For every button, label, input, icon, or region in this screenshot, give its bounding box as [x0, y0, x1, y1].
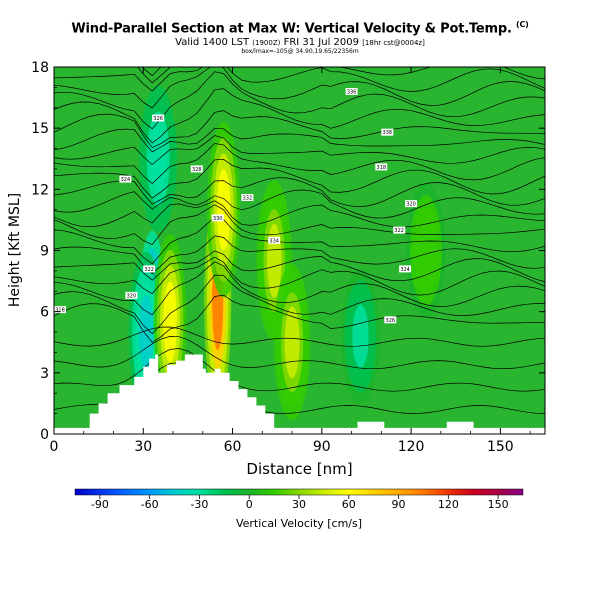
isentrope-low-2 [54, 336, 545, 370]
x-axis: 0 30 60 90 120 150 [50, 67, 531, 455]
contour-label-5: 328 [190, 165, 203, 173]
isentrope-low-3 [54, 326, 545, 347]
isentrope-line-13 [54, 135, 545, 166]
x-tick-label-0: 0 [50, 439, 59, 455]
svg-text:320: 320 [406, 202, 416, 208]
isentrope-contours [54, 67, 545, 414]
velocity-feature-2-layer-3 [150, 125, 166, 193]
x-axis-label: Distance [nm] [246, 460, 353, 478]
contour-label-2: 322 [143, 265, 156, 273]
colorbar: -90 -60 -30 0 30 60 90 120 150 [74, 488, 524, 511]
isentrope-line-8 [54, 200, 545, 228]
svg-text:326: 326 [386, 318, 396, 324]
isentrope-line-11 [54, 158, 545, 199]
isentrope-line-4 [54, 250, 545, 282]
contour-label-13: 322 [393, 226, 406, 234]
isentrope-line-9 [54, 189, 545, 219]
isentrope-line-1 [54, 274, 545, 335]
isentrope-line-14 [54, 127, 545, 153]
contour-label-1: 320 [125, 291, 138, 299]
x-tick-label-3: 90 [313, 439, 331, 455]
colorbar-tick-label-1: -60 [141, 498, 159, 511]
contour-label-0: 318 [54, 306, 66, 314]
isentrope-line-7 [54, 204, 545, 246]
x-tick-label-5: 150 [487, 439, 514, 455]
y-axis-label: Height [Kft MSL] [7, 193, 23, 307]
x-tick-label-2: 60 [224, 439, 242, 455]
contour-label-8: 334 [268, 236, 281, 244]
contour-label-3: 324 [119, 175, 132, 183]
velocity-feature-8-layer-3 [284, 306, 300, 379]
isentrope-line-18 [54, 67, 545, 109]
chart-meta-line: box/lmax=-105@ 34.90,19.65/22356m [241, 48, 359, 55]
svg-text:326: 326 [153, 116, 163, 122]
y-tick-label-0: 0 [40, 427, 49, 443]
svg-text:334: 334 [269, 238, 279, 244]
y-tick-label-1: 3 [40, 366, 49, 382]
svg-text:338: 338 [383, 130, 393, 136]
colorbar-strip [74, 488, 524, 496]
contour-label-10: 338 [381, 128, 394, 136]
svg-text:336: 336 [347, 90, 357, 96]
contour-label-4: 326 [152, 114, 165, 122]
contour-label-15: 326 [384, 316, 397, 324]
svg-text:318: 318 [377, 165, 387, 171]
y-axis: 0 3 6 9 12 15 18 [31, 60, 545, 443]
y-tick-label-4: 12 [31, 182, 49, 198]
colorbar-tick-label-7: 120 [438, 498, 459, 511]
velocity-feature-9-layer-3 [352, 304, 369, 368]
contour-label-12: 320 [405, 200, 418, 208]
svg-text:324: 324 [121, 177, 131, 183]
contour-label-7: 332 [241, 194, 254, 202]
contour-labels: 318 320 322 324 326 328 330 332 334 336 338 318 320 3… [54, 88, 418, 324]
isentrope-low-1 [54, 348, 545, 392]
chart-subtitle: Valid 1400 LST (1900Z) FRI 31 Jul 2009 [… [175, 37, 425, 48]
svg-text:322: 322 [394, 228, 404, 234]
isentrope-line-15 [54, 110, 545, 149]
colorbar-tick-label-8: 150 [488, 498, 509, 511]
contour-label-11: 318 [375, 163, 388, 171]
colorbar-tick-label-6: 90 [392, 498, 406, 511]
colorbar-tick-label-3: 0 [246, 498, 253, 511]
colorbar-tick-label-2: -30 [190, 498, 208, 511]
colorbar-tick-label-4: 30 [292, 498, 306, 511]
isentrope-line-12 [54, 143, 545, 184]
colorbar-tick-label-5: 60 [342, 498, 356, 511]
colorbar-tick-label-0: -90 [91, 498, 109, 511]
plot-area: 318 320 322 324 326 328 330 332 334 336 338 318 320 3… [54, 67, 545, 434]
y-tick-label-5: 15 [31, 121, 49, 137]
x-tick-label-4: 120 [398, 439, 425, 455]
svg-text:330: 330 [213, 216, 223, 222]
colorbar-ticks: -90 -60 -30 0 30 60 90 120 150 [91, 495, 509, 511]
isentrope-line-6 [54, 216, 545, 265]
y-tick-label-2: 6 [40, 305, 49, 321]
velocity-feature-10-layer-3 [417, 219, 435, 282]
svg-text:324: 324 [400, 267, 410, 273]
velocity-feature-6-layer-3 [163, 281, 177, 363]
isentrope-line-10 [54, 177, 545, 207]
svg-text:318: 318 [55, 308, 65, 314]
svg-text:322: 322 [144, 267, 154, 273]
contour-label-14: 324 [399, 265, 412, 273]
svg-text:320: 320 [127, 293, 137, 299]
isentrope-line-16 [54, 88, 545, 144]
colorbar-label: Vertical Velocity [cm/s] [235, 517, 363, 530]
isentrope-line-19 [54, 67, 545, 92]
svg-text:328: 328 [192, 167, 202, 173]
title-mark: (C) [516, 20, 529, 29]
isentrope-line-5 [54, 235, 545, 275]
x-tick-label-1: 30 [134, 439, 152, 455]
contour-label-6: 330 [211, 214, 224, 222]
chart-title: Wind-Parallel Section at Max W: Vertical… [71, 20, 529, 37]
contour-label-9: 336 [345, 88, 358, 96]
svg-text:332: 332 [243, 196, 253, 202]
y-tick-label-6: 18 [31, 60, 49, 76]
y-tick-label-3: 9 [40, 244, 49, 260]
isentrope-line-17 [54, 71, 545, 130]
isentrope-line-2 [54, 261, 545, 316]
isentrope-line-0 [54, 294, 545, 343]
terrain-mask [54, 354, 545, 434]
isentrope-line-3 [54, 256, 545, 296]
